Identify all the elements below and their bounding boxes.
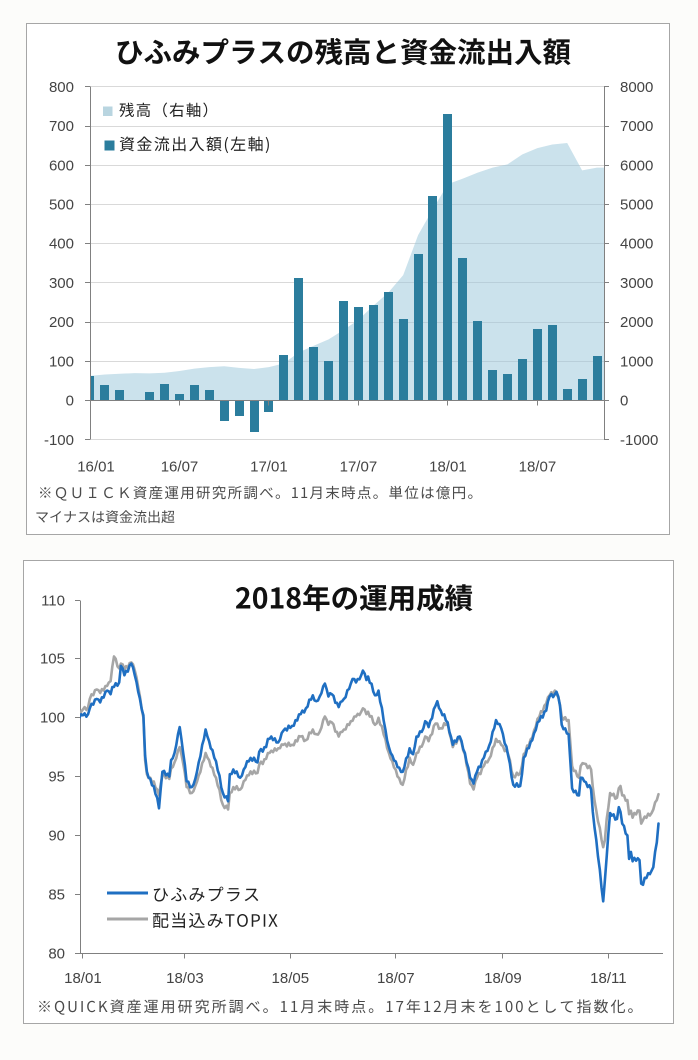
svg-text:0: 0: [66, 393, 74, 410]
svg-text:-1000: -1000: [620, 432, 658, 449]
svg-text:100: 100: [40, 710, 65, 727]
svg-text:18/05: 18/05: [272, 970, 310, 987]
svg-text:18/07: 18/07: [377, 970, 415, 987]
svg-text:18/07: 18/07: [519, 459, 557, 476]
svg-text:8000: 8000: [620, 79, 653, 96]
svg-text:4000: 4000: [620, 236, 653, 253]
svg-text:17/01: 17/01: [250, 459, 288, 476]
svg-text:105: 105: [40, 651, 65, 668]
svg-text:3000: 3000: [620, 275, 653, 292]
svg-text:18/09: 18/09: [484, 970, 522, 987]
svg-text:80: 80: [48, 946, 65, 963]
svg-text:95: 95: [48, 769, 65, 786]
svg-text:200: 200: [49, 314, 74, 331]
svg-text:600: 600: [49, 157, 74, 174]
svg-text:85: 85: [48, 887, 65, 904]
svg-text:6000: 6000: [620, 157, 653, 174]
svg-text:16/01: 16/01: [77, 459, 115, 476]
svg-text:2000: 2000: [620, 314, 653, 331]
svg-text:110: 110: [41, 593, 65, 610]
svg-text:18/01: 18/01: [64, 970, 102, 987]
svg-text:0: 0: [620, 393, 628, 410]
svg-text:16/07: 16/07: [161, 459, 199, 476]
svg-text:5000: 5000: [620, 197, 653, 214]
svg-text:7000: 7000: [620, 118, 653, 135]
svg-text:100: 100: [49, 353, 74, 370]
svg-text:1000: 1000: [620, 353, 653, 370]
svg-text:90: 90: [48, 828, 65, 845]
svg-text:17/07: 17/07: [340, 459, 378, 476]
svg-text:300: 300: [49, 275, 74, 292]
svg-text:500: 500: [49, 197, 74, 214]
svg-text:18/11: 18/11: [590, 970, 626, 987]
svg-text:800: 800: [49, 79, 74, 96]
svg-text:18/01: 18/01: [429, 459, 467, 476]
svg-text:18/03: 18/03: [166, 970, 204, 987]
svg-text:400: 400: [49, 236, 74, 253]
svg-text:700: 700: [49, 118, 74, 135]
svg-text:-100: -100: [44, 432, 74, 449]
